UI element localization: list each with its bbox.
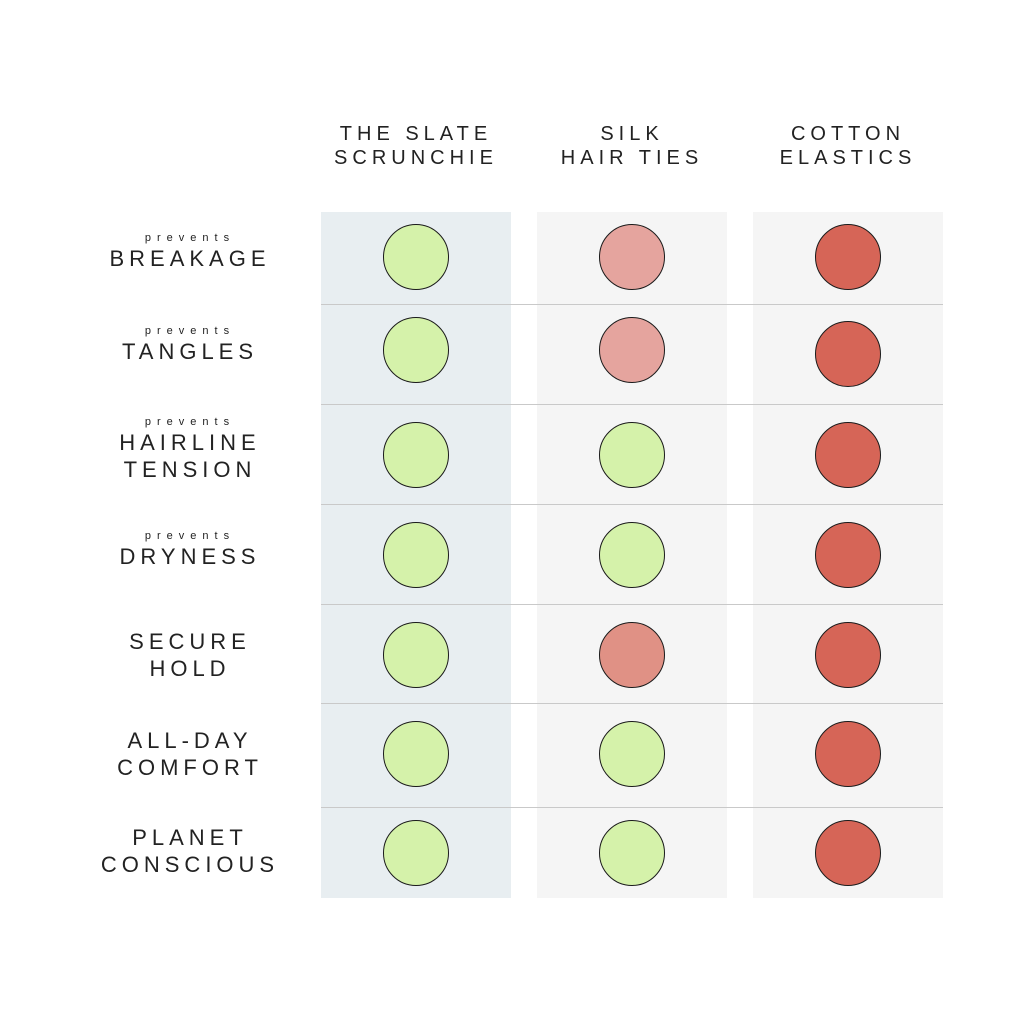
rating-dot (383, 622, 449, 688)
column-header-line: COTTON (790, 123, 906, 145)
row-label-line: HAIRLINE (119, 430, 261, 455)
row-label-secure-hold: SECURE HOLD (60, 628, 320, 682)
rating-dot (599, 622, 665, 688)
rating-dot (599, 422, 665, 488)
rating-dot (599, 820, 665, 886)
row-label-line: ALL-DAY (127, 728, 253, 753)
row-label-breakage: prevents BREAKAGE (60, 231, 320, 272)
column-header-line: THE SLATE (339, 123, 493, 145)
rating-dot (815, 721, 881, 787)
row-label-prefix: prevents (144, 325, 236, 337)
row-divider (321, 807, 943, 808)
row-divider (321, 304, 943, 305)
row-label-line: DRYNESS (119, 544, 261, 569)
rating-dot (383, 522, 449, 588)
row-label-tangles: prevents TANGLES (60, 324, 320, 365)
rating-dot (815, 224, 881, 290)
row-label-dryness: prevents DRYNESS (60, 529, 320, 570)
rating-dot (383, 317, 449, 383)
row-label-hairline-tension: prevents HAIRLINE TENSION (60, 415, 320, 483)
rating-dot (599, 721, 665, 787)
column-header-line: SILK (600, 123, 664, 145)
row-label-line: CONSCIOUS (100, 852, 280, 877)
row-label-line: SECURE (129, 629, 251, 654)
row-label-line: TANGLES (121, 339, 259, 364)
rating-dot (599, 224, 665, 290)
row-label-line: COMFORT (117, 755, 263, 780)
row-divider (321, 504, 943, 505)
row-label-prefix: prevents (144, 416, 236, 428)
rating-dot (599, 522, 665, 588)
rating-dot (383, 721, 449, 787)
row-divider (321, 404, 943, 405)
row-divider (321, 604, 943, 605)
rating-dot (815, 820, 881, 886)
column-header-line: ELASTICS (779, 147, 917, 169)
column-header-cotton-elastics: COTTON ELASTICS (728, 122, 968, 170)
rating-dot (599, 317, 665, 383)
row-label-prefix: prevents (144, 530, 236, 542)
rating-dot (815, 422, 881, 488)
column-header-line: SCRUNCHIE (334, 147, 498, 169)
rating-dot (383, 224, 449, 290)
rating-dot (383, 422, 449, 488)
row-label-planet-conscious: PLANET CONSCIOUS (60, 824, 320, 878)
row-label-line: TENSION (123, 457, 257, 482)
row-label-line: HOLD (149, 656, 231, 681)
column-header-slate-scrunchie: THE SLATE SCRUNCHIE (296, 122, 536, 170)
row-divider (321, 703, 943, 704)
column-header-line: HAIR TIES (560, 147, 704, 169)
row-label-all-day-comfort: ALL-DAY COMFORT (60, 727, 320, 781)
row-label-prefix: prevents (144, 232, 236, 244)
rating-dot (815, 522, 881, 588)
rating-dot (815, 321, 881, 387)
rating-dot (815, 622, 881, 688)
row-label-line: BREAKAGE (109, 246, 271, 271)
column-header-silk-hair-ties: SILK HAIR TIES (512, 122, 752, 170)
rating-dot (383, 820, 449, 886)
row-label-line: PLANET (132, 825, 248, 850)
